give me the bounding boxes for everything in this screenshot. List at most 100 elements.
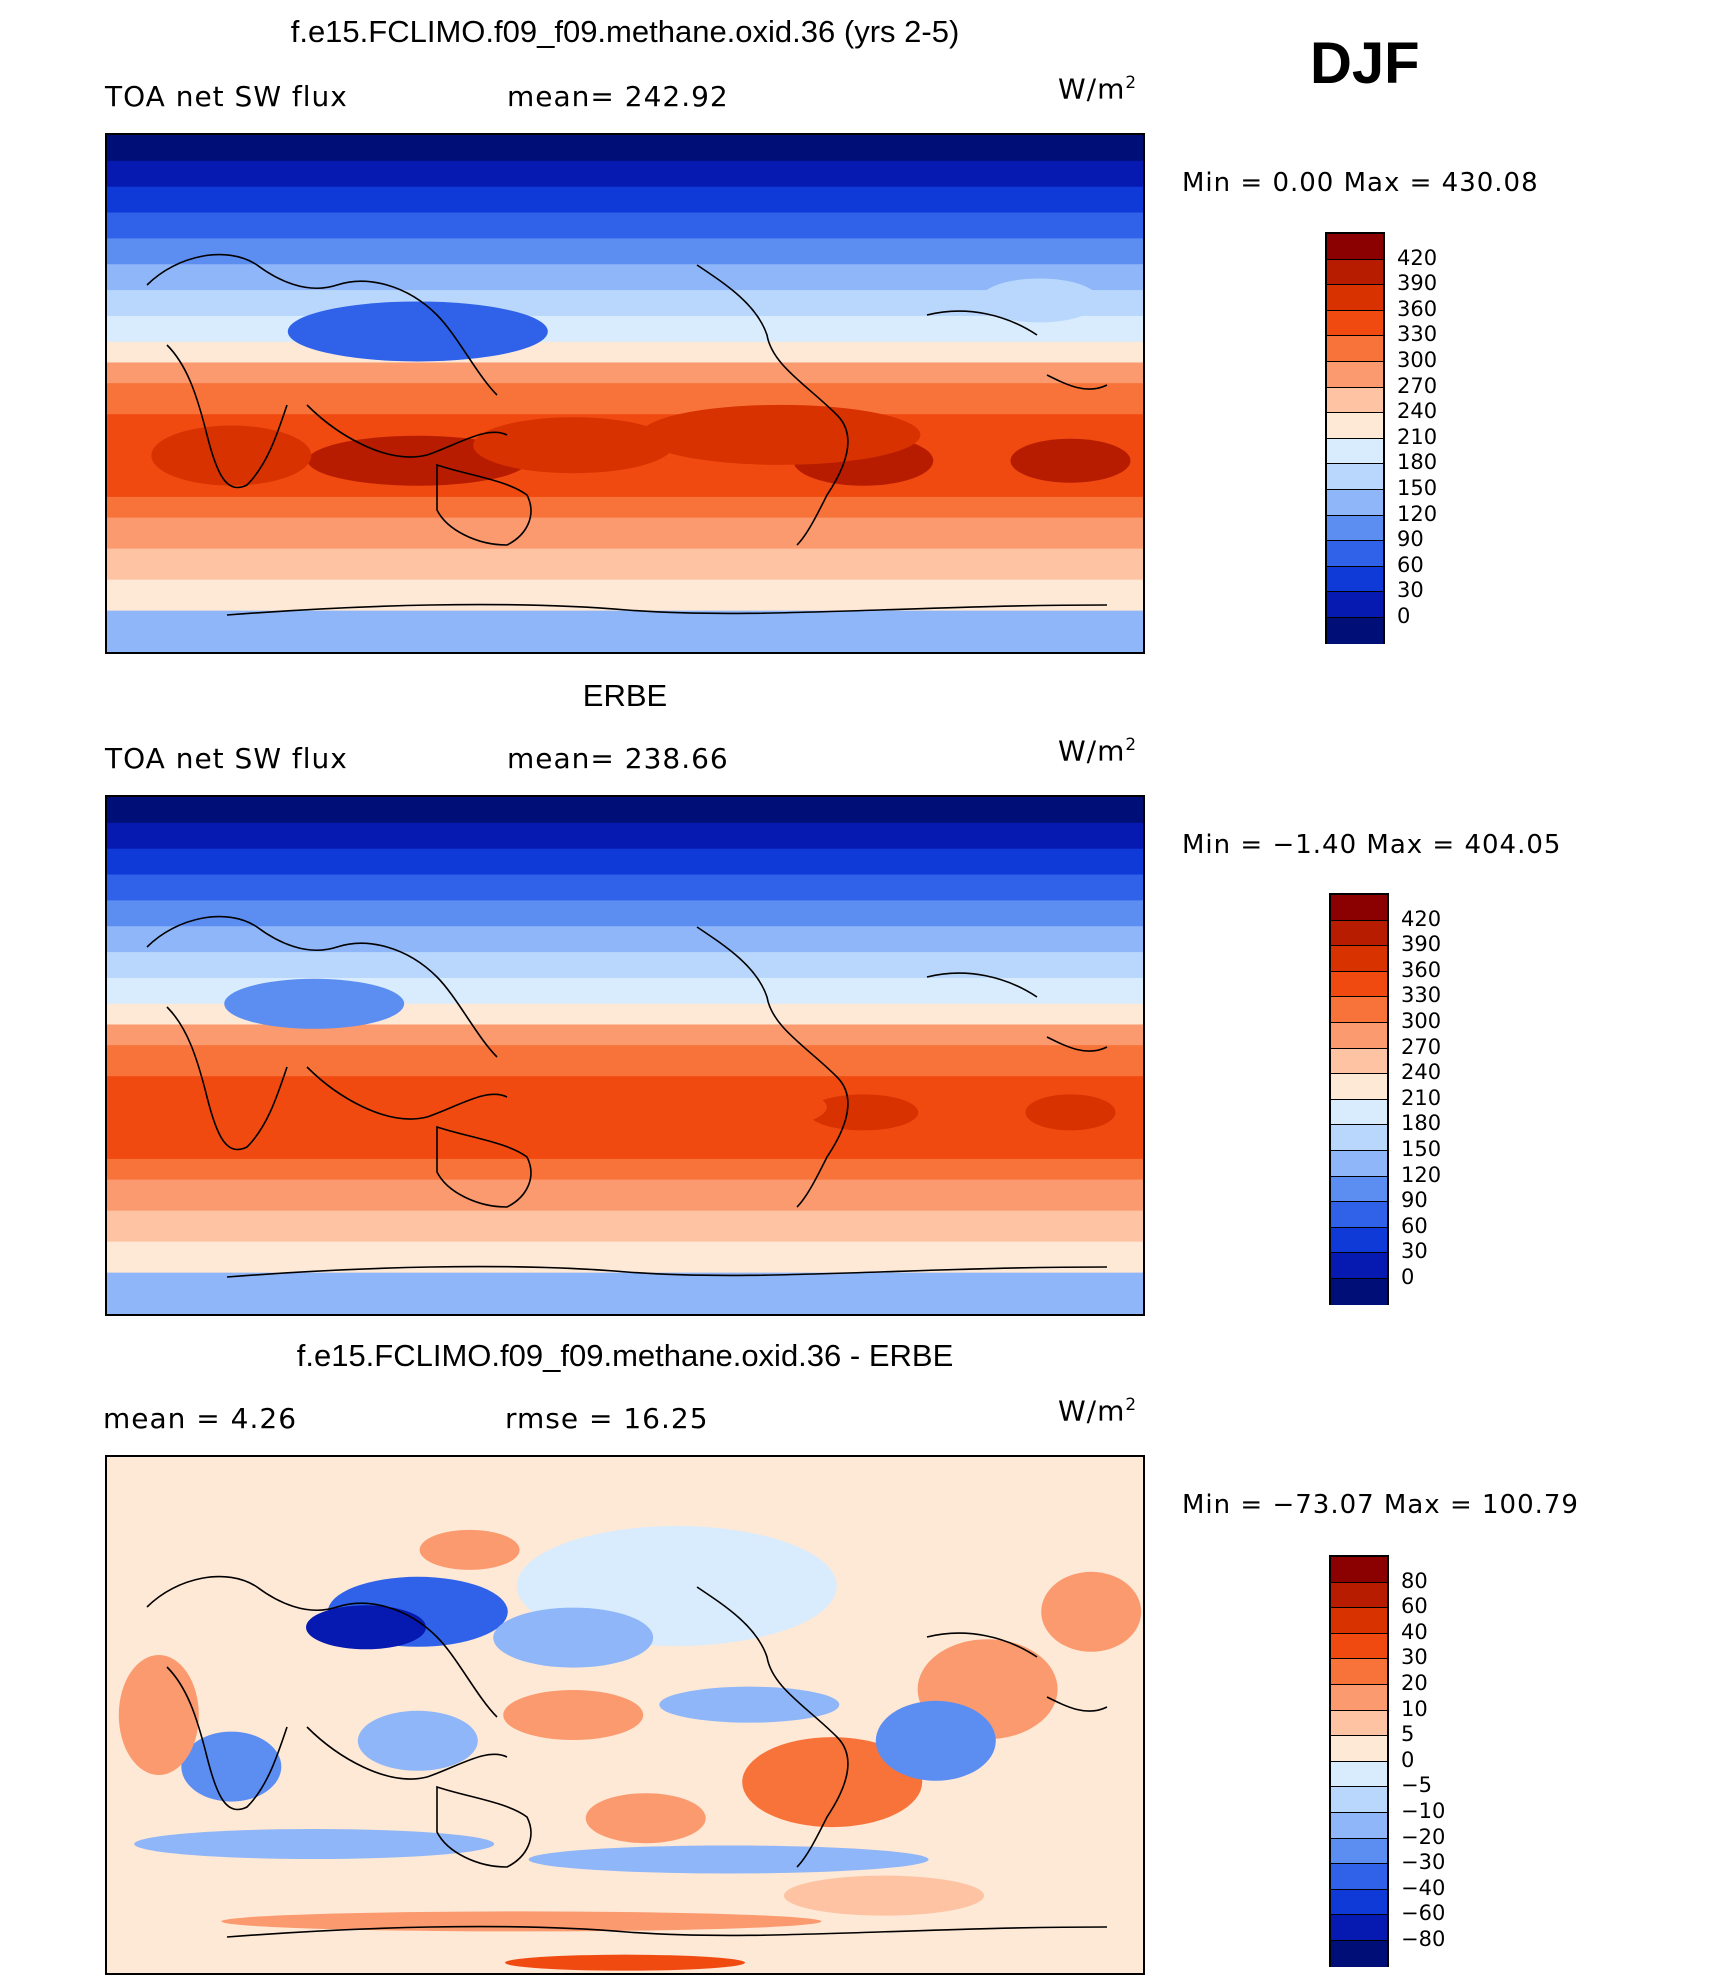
colorbar-tick-label: 360	[1397, 296, 1438, 321]
colorbar-tick-label: 20	[1401, 1671, 1428, 1695]
coastline	[696, 926, 849, 1208]
colorbar-tick-label: 180	[1397, 450, 1438, 475]
colorbar-swatch	[1327, 361, 1383, 388]
contour-band	[107, 952, 1143, 979]
colorbar-swatch	[1331, 1278, 1387, 1305]
colorbar-swatch	[1331, 1659, 1387, 1685]
colorbar-tick-label: 10	[1401, 1696, 1428, 1721]
colorbar-swatch	[1327, 592, 1383, 618]
contour-band	[107, 797, 1143, 824]
panel1-map	[105, 133, 1145, 654]
panel3-contour-field	[107, 1457, 1143, 1973]
colorbar-tick-label: 300	[1397, 348, 1438, 372]
contour-blob	[1025, 1094, 1116, 1131]
colorbar-swatch	[1331, 1048, 1387, 1075]
colorbar-tick-label: 30	[1401, 1645, 1428, 1670]
colorbar-tick-label: 210	[1397, 424, 1438, 449]
contour-band	[107, 579, 1143, 612]
colorbar-swatch	[1327, 617, 1383, 644]
colorbar-tick-label: 390	[1397, 271, 1438, 296]
contour-band	[107, 212, 1143, 240]
coastline	[226, 1265, 1108, 1278]
colorbar-tick-label: 300	[1401, 1009, 1442, 1033]
coastline	[306, 404, 508, 458]
colorbar-swatch	[1327, 541, 1383, 567]
colorbar-tick-label: 210	[1401, 1085, 1442, 1110]
contour-blob	[221, 1911, 822, 1932]
colorbar-swatch	[1327, 489, 1383, 516]
colorbar-swatch	[1327, 464, 1383, 490]
panel2-contour-field	[107, 797, 1143, 1314]
contour-band	[107, 610, 1143, 652]
contour-band	[107, 822, 1143, 850]
contour-band	[107, 900, 1143, 928]
contour-blob	[526, 1077, 827, 1138]
coastline	[146, 1575, 498, 1718]
contour-band	[107, 1272, 1143, 1314]
contour-blob	[1010, 438, 1131, 483]
colorbar-tick-label: 30	[1401, 1239, 1428, 1264]
colorbar-swatch	[1331, 1202, 1387, 1228]
colorbar-swatch	[1331, 1022, 1387, 1049]
panel1-units: W/m2	[1058, 72, 1138, 106]
coastline	[436, 1125, 532, 1208]
colorbar-tick-label: −20	[1401, 1824, 1446, 1849]
panel3-title: f.e15.FCLIMO.f09_f09.methane.oxid.36 - E…	[296, 1338, 954, 1373]
colorbar-swatch	[1331, 1812, 1387, 1839]
panel3-map	[105, 1455, 1145, 1975]
panel3-units: W/m2	[1058, 1394, 1138, 1428]
coastline	[926, 1632, 1108, 1712]
colorbar-swatch	[1331, 1125, 1387, 1151]
panel3-center-label: rmse = 16.25	[505, 1402, 709, 1435]
colorbar-swatch	[1331, 1684, 1387, 1711]
colorbar-swatch	[1331, 946, 1387, 972]
colorbar-tick-label: 420	[1401, 906, 1442, 931]
colorbar-swatch	[1327, 438, 1383, 465]
contour-blob	[784, 1875, 984, 1916]
colorbar-tick-label: 60	[1401, 1213, 1428, 1238]
colorbar-swatch	[1327, 566, 1383, 593]
contour-band	[107, 315, 1143, 343]
coastline	[306, 1066, 508, 1120]
coastline	[696, 1586, 849, 1868]
colorbar-tick-label: 0	[1397, 604, 1411, 628]
colorbar-tick-label: 30	[1397, 578, 1424, 603]
colorbar-tick-label: 330	[1401, 983, 1442, 1008]
colorbar-tick-label: 240	[1397, 399, 1438, 424]
colorbar-tick-label: 150	[1401, 1137, 1442, 1161]
panel2-units: W/m2	[1058, 734, 1138, 768]
colorbar-swatch	[1331, 895, 1387, 921]
contour-blob	[808, 1094, 919, 1131]
colorbar-box	[1329, 1555, 1389, 1967]
contour-blob	[118, 1655, 199, 1775]
colorbar-swatch	[1331, 920, 1387, 947]
colorbar-swatch	[1327, 310, 1383, 337]
colorbar-box	[1329, 893, 1389, 1305]
panel3-minmax: Min = −73.07 Max = 100.79	[1182, 1490, 1579, 1520]
contour-blob	[503, 1690, 644, 1740]
coastline	[166, 344, 288, 489]
panel2-left-label: TOA net SW flux	[105, 742, 348, 775]
coastline	[166, 1006, 288, 1151]
contour-blob	[1041, 1571, 1142, 1652]
colorbar-swatch	[1327, 259, 1383, 286]
panel2-title: ERBE	[582, 678, 668, 713]
contour-band	[107, 160, 1143, 188]
colorbar-swatch	[1331, 1940, 1387, 1967]
coastline	[436, 1785, 532, 1868]
colorbar-swatch	[1331, 1557, 1387, 1583]
contour-blob	[419, 1529, 520, 1570]
colorbar-tick-label: 90	[1401, 1188, 1428, 1213]
contour-blob	[357, 1710, 478, 1771]
colorbar-tick-label: 330	[1397, 322, 1438, 347]
colorbar-swatch	[1331, 1864, 1387, 1890]
panel2-center-label: mean= 238.66	[507, 742, 729, 775]
colorbar-tick-label: 270	[1397, 373, 1438, 398]
contour-blob	[742, 1737, 923, 1828]
colorbar-box	[1325, 232, 1385, 644]
contour-band	[107, 1179, 1143, 1212]
colorbar-swatch	[1331, 1838, 1387, 1865]
colorbar-tick-label: 60	[1397, 552, 1424, 577]
contour-blob	[875, 1700, 996, 1781]
contour-band	[107, 548, 1143, 581]
